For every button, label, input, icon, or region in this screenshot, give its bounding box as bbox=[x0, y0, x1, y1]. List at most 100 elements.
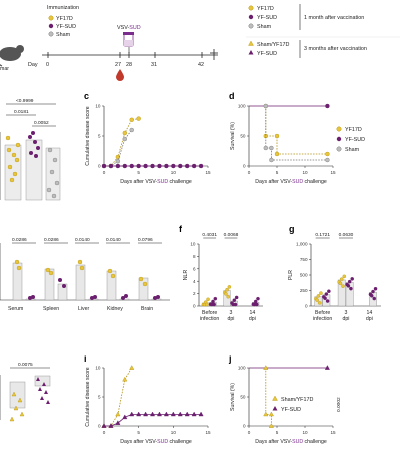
data-point-yfsud bbox=[372, 296, 377, 301]
data-point-yf17d bbox=[317, 301, 322, 305]
y-axis-label: Cumulative disease score bbox=[85, 367, 91, 427]
data-point-yfsud bbox=[324, 292, 329, 296]
data-point-yfsud bbox=[177, 411, 183, 417]
pval-e-3: 0.0140 bbox=[106, 237, 121, 243]
data-point-yfsud bbox=[347, 279, 352, 284]
x-tick-label: 15 bbox=[205, 170, 211, 175]
legend-d-yf17d: YF17D bbox=[345, 127, 362, 133]
tick-day-28: 28 bbox=[126, 62, 132, 68]
y-tick-label: 750 bbox=[300, 257, 308, 262]
x-tick-label: 0 bbox=[248, 170, 251, 175]
category-label-line2: infection bbox=[313, 316, 332, 322]
data-point-yf17d bbox=[136, 116, 141, 121]
x-tick-label: 15 bbox=[330, 170, 336, 175]
tick-day-27: 27 bbox=[115, 62, 121, 68]
legend-j-note: 3 months after vaccination bbox=[304, 46, 367, 52]
data-point-sham bbox=[269, 145, 274, 151]
y-axis-label: NLR bbox=[183, 270, 189, 281]
data-point-yfsud bbox=[149, 411, 156, 417]
pval-label: 0.1721 bbox=[315, 232, 330, 238]
cross-icon bbox=[210, 49, 218, 60]
data-point-yfsud bbox=[163, 411, 169, 417]
pval-e-1: 0.0286 bbox=[44, 237, 59, 243]
y-tick-label: 5 bbox=[98, 134, 101, 139]
data-point-yf17d bbox=[315, 298, 319, 302]
y-tick-label: 500 bbox=[300, 273, 308, 278]
data-point-yfsud bbox=[184, 411, 190, 417]
data-point-yfsud bbox=[211, 299, 215, 304]
y-tick-label: 0 bbox=[98, 164, 101, 169]
data-point-sham bbox=[325, 157, 330, 163]
x-tick-label: 15 bbox=[330, 430, 336, 435]
pval-e-4: 0.0796 bbox=[138, 237, 153, 243]
series-line-yf17d bbox=[104, 367, 133, 427]
data-point-yfsud bbox=[122, 414, 128, 420]
data-point-yfsud bbox=[323, 296, 327, 301]
data-point-yfsud bbox=[371, 289, 375, 294]
data-point-yfsud bbox=[143, 163, 148, 169]
panel-e: 8 6 4 2 0 0.0286 0.0286 0.0140 0.0140 0.… bbox=[0, 237, 170, 312]
data-point-yf17d bbox=[341, 284, 345, 288]
data-point-yf17d bbox=[263, 365, 269, 370]
panel-g: g 02505007501,000PLRBeforeinfection3dpi1… bbox=[288, 224, 381, 322]
category-label-line2: dpi bbox=[366, 316, 373, 322]
e-bar-spleen-yfsud bbox=[57, 283, 68, 301]
data-point-yf17d bbox=[205, 302, 209, 307]
data-point-yfsud bbox=[234, 295, 239, 300]
data-point-yf17d bbox=[263, 411, 269, 417]
data-point-yfsud bbox=[191, 411, 197, 417]
x-axis-label: Days after VSV-SUD challenge bbox=[255, 179, 327, 185]
y-tick-label: 50 bbox=[240, 134, 246, 139]
day-label: Day bbox=[28, 62, 38, 68]
panel-label-i: i bbox=[84, 354, 87, 364]
y-tick-label: 0 bbox=[98, 424, 101, 429]
legend-j-yfsud: YF-SUD bbox=[257, 51, 277, 57]
data-point-yf17d bbox=[227, 285, 232, 289]
legend-d-yfsud: YF-SUD bbox=[345, 137, 365, 143]
y-tick-label: 100 bbox=[238, 366, 246, 371]
data-point-yf17d bbox=[226, 294, 231, 299]
data-point-yfsud bbox=[108, 163, 114, 169]
e-cat-liver: Liver bbox=[78, 306, 90, 312]
x-tick-label: 0 bbox=[248, 430, 251, 435]
y-tick-label: 10 bbox=[95, 366, 101, 371]
data-point-yfsud bbox=[150, 163, 155, 169]
vial-icon bbox=[123, 32, 134, 47]
legend-j-inset-yfsud: YF-SUD bbox=[281, 407, 301, 413]
legend-top: YF17D YF-SUD Sham 1 month after vaccinat… bbox=[246, 4, 400, 58]
data-point-yfsud bbox=[136, 411, 142, 417]
data-point-sham bbox=[263, 103, 268, 109]
y-tick-label: 4 bbox=[193, 279, 196, 284]
data-point-yfsud bbox=[324, 365, 330, 370]
panel-e-dots-sud bbox=[28, 278, 160, 300]
pval-b-2: 0.0052 bbox=[34, 120, 49, 126]
x-tick-label: 5 bbox=[276, 170, 279, 175]
data-point-yfsud bbox=[191, 163, 197, 169]
data-point-yf17d bbox=[115, 411, 121, 417]
legend-d-sham: Sham bbox=[345, 147, 360, 153]
y-axis-label: Cumulative disease score bbox=[85, 106, 91, 166]
mouse-label: mar bbox=[0, 66, 9, 72]
x-tick-label: 10 bbox=[171, 170, 177, 175]
data-point-yfsud bbox=[373, 286, 378, 291]
e-bar-brain-yf17d bbox=[138, 277, 149, 301]
data-point-yfsud bbox=[253, 299, 258, 304]
data-point-yfsud bbox=[255, 302, 259, 307]
data-point-yfsud bbox=[122, 163, 128, 169]
data-point-yfsud bbox=[256, 296, 260, 301]
data-point-yfsud bbox=[101, 163, 107, 169]
panel-j: j 0 5 10 15 0 50 100 Survival (%) Days after VSV… bbox=[228, 354, 342, 445]
tick-day-31: 31 bbox=[151, 62, 157, 68]
data-point-yfsud bbox=[232, 298, 237, 303]
data-point-yfsud bbox=[346, 284, 351, 288]
data-point-yfsud bbox=[213, 296, 218, 301]
data-point-yf17d bbox=[268, 423, 274, 428]
x-tick-label: 10 bbox=[171, 430, 177, 435]
timeline-legend-sham: Sham bbox=[56, 32, 71, 38]
panel-label-c: c bbox=[84, 91, 89, 101]
data-point-yfsud bbox=[327, 289, 331, 294]
data-point-sham bbox=[122, 136, 128, 142]
data-point-yf17d bbox=[319, 291, 323, 295]
category-label: 3 bbox=[345, 310, 348, 316]
